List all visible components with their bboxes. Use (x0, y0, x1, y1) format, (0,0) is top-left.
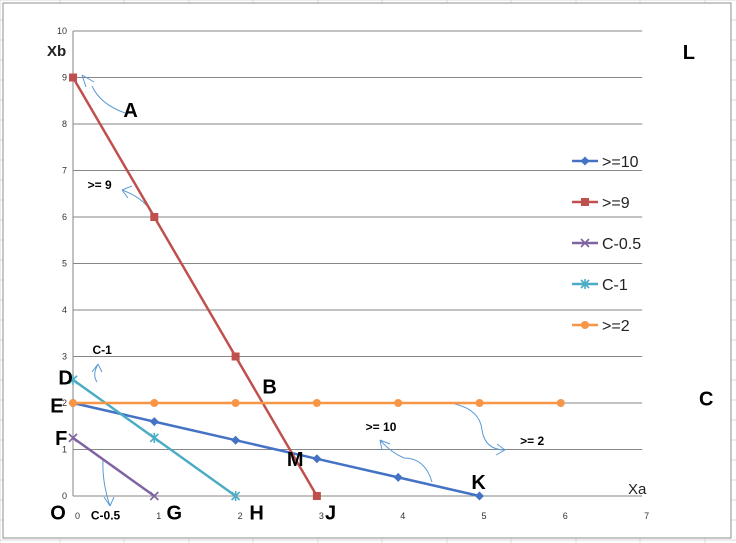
data-point (149, 417, 159, 427)
y-tick-labels: 0 1 2 3 4 5 6 7 8 9 10 (57, 26, 67, 501)
data-point (149, 491, 159, 501)
data-point (68, 374, 78, 385)
x-tick-label: 5 (482, 511, 487, 521)
data-point (393, 472, 403, 482)
data-point (69, 73, 77, 82)
point-label-a: A (123, 100, 137, 122)
x-tick-label: 3 (319, 511, 324, 521)
y-tick-label: 0 (62, 491, 67, 501)
legend-entry: C-1 (572, 277, 628, 294)
series-line (71, 76, 318, 497)
legend: >=10 >=9 C-0.5 C-1 >=2 (572, 154, 641, 335)
x-tick-label: 1 (156, 511, 161, 521)
x-tick-label: 6 (563, 511, 568, 521)
point-label-m: M (287, 449, 304, 471)
annotation-label: C-1 (93, 343, 113, 357)
legend-entry: C-0.5 (572, 236, 641, 253)
series-line (72, 401, 480, 498)
point-label-b: B (262, 377, 276, 399)
data-point (580, 238, 590, 248)
data-point (312, 492, 321, 500)
data-point (312, 454, 322, 464)
series-line (72, 436, 156, 498)
y-tick-label: 10 (57, 26, 67, 36)
annotation-label: C-0.5 (91, 508, 121, 522)
point-label-f: F (55, 428, 67, 450)
annotation-labels: >= 9 C-1 >= 10 >= 2 C-0.5 (88, 178, 545, 522)
data-point (69, 399, 77, 407)
y-tick-label: 5 (62, 259, 67, 269)
series-2 (69, 399, 565, 407)
annotation-arrow (102, 459, 115, 507)
y-tick-label: 8 (62, 119, 67, 129)
point-label-j: J (325, 502, 336, 524)
data-point (580, 156, 590, 166)
legend-label: C-0.5 (602, 236, 641, 253)
series-C1 (68, 374, 241, 501)
point-label-k: K (471, 472, 486, 494)
data-point (475, 491, 484, 501)
legend-label: >=2 (602, 318, 630, 335)
point-label-g: G (166, 502, 182, 524)
annotation-arrow (81, 74, 126, 114)
y-tick-label: 9 (62, 73, 67, 83)
data-point (581, 198, 589, 206)
data-point (150, 213, 159, 221)
y-axis-title: Xb (47, 43, 66, 60)
point-label-h: H (249, 502, 263, 524)
y-tick-label: 4 (62, 305, 67, 315)
y-tick-label: 6 (62, 212, 67, 222)
data-point (581, 321, 589, 329)
annotation-arrow (454, 403, 506, 456)
data-point (150, 399, 159, 407)
data-point (231, 399, 240, 407)
x-tick-label: 7 (644, 511, 649, 521)
y-tick-label: 2 (62, 398, 67, 408)
legend-entry: >=10 (572, 154, 639, 171)
y-tick-label: 1 (62, 445, 67, 455)
series-9 (69, 73, 321, 500)
x-tick-label: 2 (238, 511, 243, 521)
x-tick-label: 0 (75, 511, 80, 521)
legend-entry: >=9 (572, 195, 630, 212)
x-axis-title: Xa (628, 481, 647, 498)
data-point (231, 435, 241, 445)
y-tick-label: 7 (62, 166, 67, 176)
data-point (475, 399, 484, 407)
legend-entry: >=2 (572, 318, 630, 335)
annotation-arrow (91, 363, 103, 383)
legend-label: >=10 (602, 154, 639, 171)
annotation-arrow (379, 439, 433, 483)
data-point (580, 279, 590, 289)
x-tick-label: 4 (400, 511, 405, 521)
annotation-label: >= 10 (366, 420, 397, 434)
data-point (556, 399, 565, 407)
data-point (149, 432, 159, 443)
series-C0-5 (68, 433, 159, 501)
y-tick-label: 3 (62, 352, 67, 362)
annotation-label: >= 2 (520, 434, 544, 448)
data-point (68, 433, 78, 443)
series-group (68, 73, 565, 501)
point-labels: A B C DEF G H J K L M O (50, 42, 713, 524)
legend-label: >=9 (602, 195, 630, 212)
data-point (231, 491, 241, 501)
point-label-e: E (50, 395, 63, 417)
annotation-label: >= 9 (88, 178, 112, 192)
legend-label: C-1 (602, 277, 628, 294)
data-point (394, 399, 403, 407)
x-tick-labels: 0 1 2 3 4 5 6 7 (75, 511, 649, 521)
point-label-o: O (50, 502, 66, 524)
point-label-l: L (683, 42, 695, 64)
point-label-c: C (699, 388, 713, 410)
data-point (231, 352, 240, 361)
data-point (312, 399, 321, 407)
point-label-d: D (58, 367, 72, 389)
